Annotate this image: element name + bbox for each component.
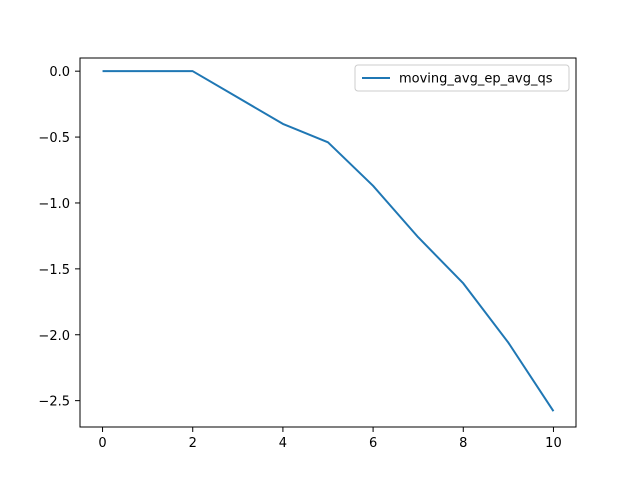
legend: moving_avg_ep_avg_qs (354, 64, 570, 92)
series-line-0 (102, 70, 555, 412)
x-tick-label: 0 (98, 436, 106, 451)
y-tick-label: −1.5 (38, 263, 70, 278)
x-tick-label: 10 (545, 436, 562, 451)
x-tick-label: 8 (459, 436, 467, 451)
x-tick-label: 2 (189, 436, 197, 451)
y-tick-label: −2.5 (38, 395, 70, 410)
axes: 0 2 4 6 8 10 0.0 −0.5 −1.0 −1.5 −2.0 −2.5 (38, 57, 577, 451)
x-tick-label: 6 (369, 436, 377, 451)
legend-label: moving_avg_ep_avg_qs (399, 72, 553, 87)
x-tick-label: 4 (279, 436, 287, 451)
y-tick-label: −0.5 (38, 131, 70, 146)
plot-area (102, 70, 555, 412)
y-tick-label: −1.0 (38, 197, 70, 212)
axes-frame (79, 57, 577, 428)
y-tick-label: 0.0 (49, 65, 70, 80)
y-tick-label: −2.0 (38, 329, 70, 344)
legend-box (354, 64, 570, 92)
